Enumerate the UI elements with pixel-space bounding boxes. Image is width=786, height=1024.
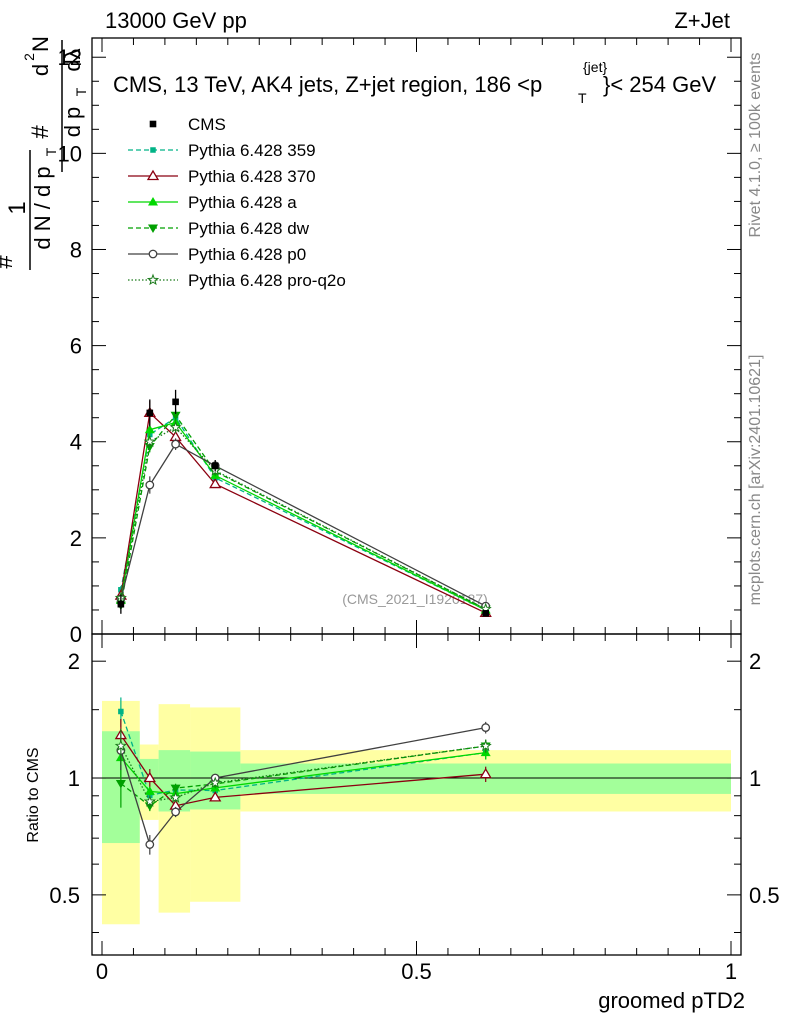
- y-axis-label: # 1 d N / d p T # d 2 N d p T dλ: [0, 36, 89, 270]
- legend-label-pythia-6-428-pro-q2o: Pythia 6.428 pro-q2o: [188, 271, 346, 290]
- ratio-point-pythia-6-428-dw: [170, 784, 181, 794]
- title-end: }< 254 GeV: [603, 72, 716, 97]
- ratio-point-pythia-6-428-pro-q2o: [143, 795, 156, 807]
- ylabel-two: 2: [21, 53, 37, 61]
- ratio-y-tick-label-right: 1: [749, 766, 761, 791]
- legend-marker-pythia-6-428-p0: [148, 249, 158, 259]
- series-line-pythia-6-428-pro-q2o: [120, 426, 486, 610]
- ylabel-one: 1: [4, 201, 31, 214]
- x-tick-label: 0.5: [401, 959, 432, 984]
- cms-data-point: [211, 462, 219, 470]
- legend-marker-pythia-6-428-370: [146, 169, 160, 181]
- title-subscript: T: [578, 90, 587, 106]
- title-main: CMS, 13 TeV, AK4 jets, Z+jet region, 186…: [113, 72, 542, 97]
- ratio-point-pythia-6-428-pro-q2o: [209, 776, 222, 789]
- cms-data-point: [482, 610, 489, 617]
- x-axis-label: groomed pTD2: [598, 988, 745, 1013]
- series-point-pythia-6-428-370: [209, 477, 222, 489]
- ratio-point-pythia-6-428-p0: [171, 807, 180, 817]
- y-tick-label: 0: [70, 622, 82, 647]
- ratio-point-pythia-6-428-a: [144, 786, 155, 795]
- ylabel-hash-2: #: [27, 125, 54, 139]
- legend-marker-pythia-6-428-dw: [148, 224, 158, 233]
- ratio-point-pythia-6-428-370: [143, 771, 156, 783]
- legend-marker-pythia-6-428-a: [148, 197, 158, 206]
- legend-marker-pythia-6-428-359: [150, 147, 156, 153]
- ylabel-dpT: d p: [60, 107, 85, 138]
- x-tick-label: 1: [725, 959, 737, 984]
- cms-data-point: [146, 409, 154, 417]
- ylabel-T-1: T: [43, 147, 59, 156]
- series-point-pythia-6-428-p0: [145, 480, 155, 490]
- legend-label-pythia-6-428-370: Pythia 6.428 370: [188, 167, 316, 186]
- ylabel-dlambda: dλ: [60, 48, 85, 71]
- ratio-point-pythia-6-428-370: [209, 791, 222, 802]
- ratio-point-pythia-6-428-pro-q2o: [479, 739, 492, 752]
- ratio-y-tick-label: 2: [68, 649, 80, 674]
- ratio-point-pythia-6-428-pro-q2o: [169, 791, 182, 803]
- rivet-version-label: Rivet 4.1.0, ≥ 100k events: [747, 53, 764, 238]
- ratio-y-tick-label: 1: [68, 766, 80, 791]
- legend-label-pythia-6-428-359: Pythia 6.428 359: [188, 141, 316, 160]
- y-tick-label: 10: [58, 141, 82, 166]
- legend-label-cms: CMS: [188, 115, 226, 134]
- ratio-y-tick-label: 0.5: [49, 883, 80, 908]
- x-tick-label: 0: [96, 959, 108, 984]
- ratio-band-green: [158, 750, 191, 812]
- ratio-y-axis-label: Ratio to CMS: [25, 747, 42, 842]
- ratio-y-tick-label-right: 0.5: [749, 883, 780, 908]
- analysis-watermark: (CMS_2021_I1920187): [342, 591, 488, 607]
- y-tick-label: 12: [58, 45, 82, 70]
- energy-label: 13000 GeV pp: [105, 8, 247, 33]
- ratio-point-pythia-6-428-370: [479, 767, 492, 779]
- legend-label-pythia-6-428-dw: Pythia 6.428 dw: [188, 219, 310, 238]
- plot-title: CMS, 13 TeV, AK4 jets, Z+jet region, 186…: [113, 59, 716, 106]
- ratio-point-pythia-6-428-dw: [115, 780, 126, 789]
- y-tick-label: 8: [70, 237, 82, 262]
- legend: CMS Pythia 6.428 359 Pythia 6.428 370 Pythi…: [128, 115, 346, 290]
- legend-label-pythia-6-428-a: Pythia 6.428 a: [188, 193, 297, 212]
- mcplots-label: mcplots.cern.ch [arXiv:2401.10621]: [747, 355, 764, 606]
- ratio-point-pythia-6-428-p0: [481, 723, 491, 732]
- y-tick-label: 4: [70, 430, 82, 455]
- ratio-point-pythia-6-428-359: [118, 708, 124, 715]
- series-point-pythia-6-428-p0: [171, 439, 180, 449]
- series-point-pythia-6-428-pro-q2o: [143, 435, 156, 447]
- ylabel-dN: d N / d p: [30, 166, 55, 249]
- cms-data-point: [172, 398, 179, 406]
- series-point-pythia-6-428-a: [144, 424, 155, 434]
- process-label: Z+Jet: [674, 8, 730, 33]
- ratio-y-tick-label-right: 2: [749, 649, 761, 674]
- ratio-point-pythia-6-428-p0: [145, 840, 155, 849]
- legend-label-pythia-6-428-p0: Pythia 6.428 p0: [188, 245, 306, 264]
- title-superscript: {jet}: [583, 59, 607, 75]
- ylabel-N: N: [28, 36, 53, 52]
- ylabel-T-2: T: [73, 87, 89, 96]
- ylabel-hash-1: #: [0, 255, 18, 269]
- ylabel-d2: d: [28, 64, 53, 76]
- legend-marker-pythia-6-428-pro-q2o: [146, 273, 160, 286]
- ratio-point-pythia-6-428-pro-q2o: [114, 739, 127, 752]
- series-point-pythia-6-428-dw: [170, 411, 181, 421]
- series-point-pythia-6-428-pro-q2o: [169, 420, 182, 433]
- y-tick-label: 2: [70, 526, 82, 551]
- legend-marker-cms: [149, 120, 157, 128]
- y-tick-label: 6: [70, 334, 82, 359]
- cms-data-point: [117, 600, 125, 608]
